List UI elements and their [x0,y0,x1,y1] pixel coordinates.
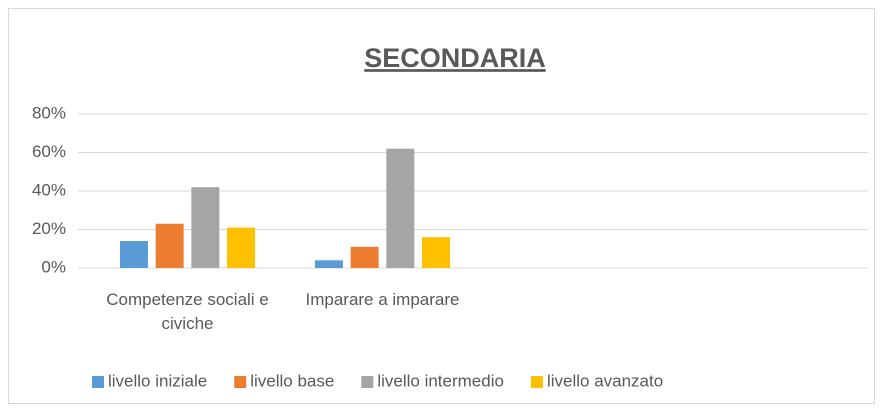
bar [227,227,256,268]
bar [119,241,148,268]
legend-label: livello intermedio [377,371,504,390]
bar [191,187,220,268]
y-tick-label: 80% [32,103,66,122]
chart-title: SECONDARIA [364,43,546,73]
legend-label: livello base [250,371,334,390]
bar [386,148,415,268]
bar [314,260,343,268]
legend-label: livello iniziale [108,371,207,390]
legend-swatch [361,376,374,388]
legend-swatch [92,376,104,388]
legend-swatch [234,376,247,388]
x-tick-label-box: Competenze sociali e civiche [106,290,269,333]
bar [350,246,379,268]
x-tick-label-box: Imparare a imparare [305,290,460,309]
chart-border [8,8,875,404]
y-tick-label: 0% [41,257,66,276]
x-tick-label: Competenze sociali e civiche [106,290,269,333]
y-tick-label: 40% [32,180,66,199]
y-tick-label: 20% [32,219,66,238]
legend-swatch [530,376,543,388]
x-tick-label: Imparare a imparare [305,290,460,309]
legend-label: livello avanzato [547,371,663,390]
bar [422,237,451,268]
y-tick-label: 60% [32,142,66,161]
bar [155,223,184,268]
